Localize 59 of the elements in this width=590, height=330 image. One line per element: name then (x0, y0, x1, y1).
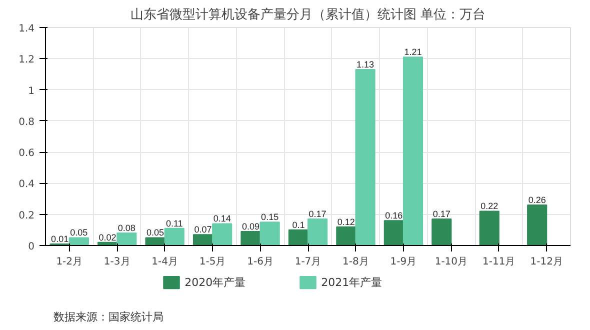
data-label: 0.05 (70, 228, 88, 238)
bar (336, 226, 356, 246)
bar (384, 220, 404, 246)
y-tick-label: 1.2 (18, 54, 35, 66)
y-tick-label: 1.4 (18, 24, 35, 34)
x-tick-label: 1-4月 (152, 256, 178, 268)
bar (402, 56, 424, 246)
bar (355, 69, 376, 246)
data-label: 1.21 (404, 47, 422, 58)
x-tick-label: 1-6月 (247, 256, 274, 268)
x-tick-label: 1-10月 (434, 256, 468, 268)
y-tick-label: 0.8 (18, 116, 35, 128)
x-tick-label: 1-12月 (530, 256, 563, 268)
bar (308, 218, 328, 246)
bar (527, 204, 548, 246)
bar (479, 210, 500, 246)
bar (260, 222, 280, 246)
x-tick-label: 1-5月 (199, 256, 226, 268)
data-label: 0.26 (528, 195, 546, 206)
data-label: 0.08 (118, 223, 136, 234)
data-label: 0.17 (432, 209, 450, 220)
x-tick-label: 1-8月 (342, 256, 369, 268)
data-label: 0.07 (194, 224, 212, 235)
chart-title: 山东省微型计算机设备产量分月（累计值）统计图 单位：万台 (130, 8, 486, 22)
data-label: 0.11 (166, 218, 183, 228)
data-label: 0.01 (51, 234, 69, 244)
data-label: 0.02 (98, 232, 116, 242)
x-tick-label: 1-9月 (390, 256, 417, 268)
bar (164, 228, 184, 246)
data-label: 0.05 (146, 228, 164, 238)
legend-label: 2020年产量 (184, 276, 246, 290)
data-label: 0.12 (337, 216, 355, 227)
y-tick-label: 0 (28, 242, 35, 252)
x-tick-label: 1-7月 (294, 256, 322, 268)
data-label: 0.15 (261, 212, 279, 222)
bar (212, 223, 232, 246)
bar (68, 237, 89, 246)
y-tick-label: 1 (28, 86, 35, 97)
bar (145, 237, 166, 246)
data-label: 0.17 (308, 209, 326, 220)
data-label: 0.14 (213, 214, 231, 224)
bar (192, 234, 214, 246)
y-tick-label: 0.6 (18, 148, 35, 160)
x-tick-label: 1-3月 (104, 256, 130, 268)
x-tick-label: 1-11月 (482, 256, 516, 268)
bar (432, 218, 452, 246)
data-label: 0.09 (242, 221, 260, 232)
x-tick-label: 1-2月 (56, 256, 83, 268)
legend-label: 2021年产量 (321, 276, 382, 290)
source-note: 数据来源：国家统计局 (54, 310, 164, 324)
data-label: 0.1 (292, 220, 305, 230)
y-tick-label: 0.2 (18, 210, 35, 222)
data-label: 0.22 (480, 201, 498, 212)
bar (116, 232, 137, 246)
data-label: 0.16 (385, 210, 403, 221)
y-tick-label: 0.4 (18, 179, 35, 190)
data-label: 1.13 (356, 60, 374, 70)
bar (240, 230, 261, 246)
bar (288, 229, 308, 246)
